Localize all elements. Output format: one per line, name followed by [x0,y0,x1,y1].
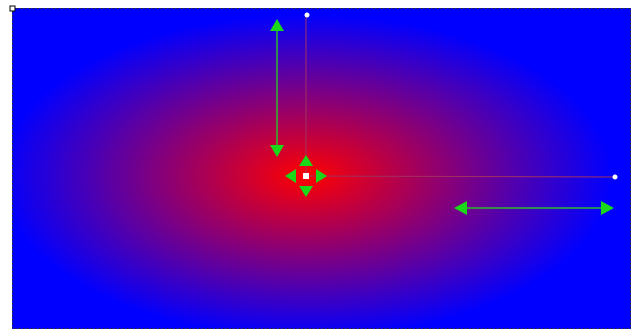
radius-endpoint-handle-icon[interactable] [304,12,310,18]
radius-endpoint-handle-icon[interactable] [612,174,618,180]
gradient-move-arrows-icon[interactable] [285,155,327,197]
gradient-rectangle[interactable] [12,8,631,329]
gradient-center-handle-icon[interactable] [303,173,309,179]
vertical-radius-arrow-icon[interactable] [270,19,284,157]
selection-corner-icon[interactable] [9,5,16,12]
horizontal-radius-arrow-icon[interactable] [454,201,614,215]
horizontal-guide-line [305,175,616,178]
